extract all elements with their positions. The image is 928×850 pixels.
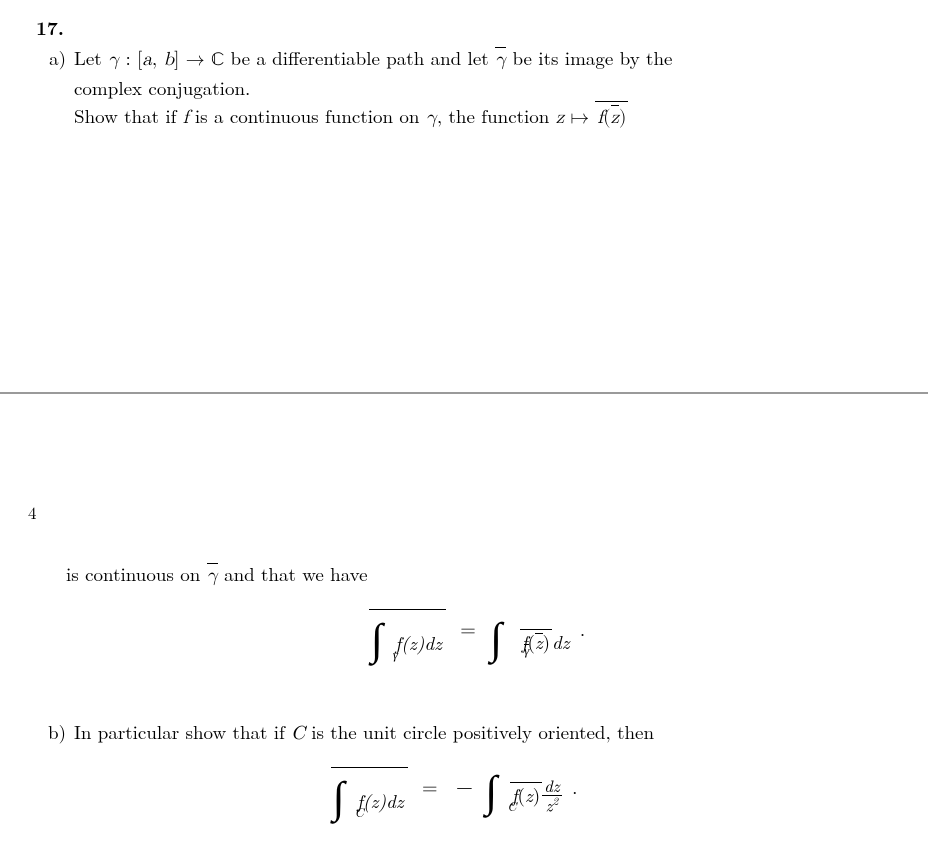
open: ( [603,108,610,127]
math-a: a [142,50,152,69]
math-mapsto: ↦ [564,108,595,127]
math-C: C [291,724,305,743]
text: , the function [437,102,556,129]
lhs-overlined-integral: ∫C f(z)dz [331,770,408,816]
text: be its image by the [506,44,672,71]
fzbar-over: f(z) [520,632,552,651]
lhs-overlined-integral: ∫γ f(z)dz [369,612,446,658]
rhs-integral: ∫γ f(z)dz [490,613,569,657]
integrand: f(z)dz [520,628,570,655]
text: be a differentiable path and let [224,44,495,71]
integrand: f(z)dz [395,629,442,656]
frac-den: z2 [542,796,562,815]
math-fzbar: f(z) [595,104,628,132]
integrand: f(z)dzz2 [510,781,562,808]
zbar: z [611,104,619,132]
math-gamma: γ [108,50,119,69]
text: is continuous on [66,560,207,587]
math-comma: , [152,50,164,69]
text: Let [74,44,108,71]
part-a-body: Let γ : [a, b] → ℂ be a differentiable p… [74,44,888,132]
part-b: b) In particular show that if C is the u… [20,718,888,748]
zbar: z [535,632,543,651]
eq-period: . [580,615,585,642]
page-rule [0,392,928,394]
equals: = [460,613,476,642]
text: and that we have [218,560,368,587]
fz-over: f(z) [510,785,542,804]
page: 17. a) Let γ : [a, b] → ℂ be a different… [0,0,928,850]
continuation-text: is continuous on γ and that we have [66,560,888,590]
text: In particular show that if [74,718,291,745]
close: ) [543,628,550,655]
close: ) [619,108,626,127]
rhs-integral: ∫C f(z)dzz2 [485,766,561,821]
open: ( [527,628,534,655]
continuation-block: is continuous on γ and that we have ∫γ f… [66,560,888,686]
part-a-label: a) [20,44,74,132]
math-b: b [163,50,174,69]
math-C: ℂ [211,51,224,70]
close: ) [533,781,540,808]
integral-sign: ∫γ [371,614,383,658]
text: is a continuous function on [189,102,426,129]
math-gamma: γ [426,108,437,127]
integral-sign: ∫C [485,766,497,810]
minus: − [456,770,473,801]
part-b-label: b) [20,718,74,748]
integral-sign: ∫γ [490,613,507,657]
part-a: a) Let γ : [a, b] → ℂ be a differentiabl… [20,44,888,132]
eq-period: . [572,773,577,800]
part-b-block: b) In particular show that if C is the u… [20,716,888,848]
equation-1: ∫γ f(z)dz = ∫γ f(z)dz . [66,612,888,658]
exercise-number: 17. [36,14,888,42]
equals: = [422,771,438,800]
integrand: f(z)dz [357,787,404,814]
fraction: dzz2 [542,777,562,814]
open: ( [518,781,525,808]
z: z [525,781,533,808]
page-number: 4 [28,500,37,525]
exercise-block: 17. a) Let γ : [a, b] → ℂ be a different… [20,14,888,131]
text: is the unit circle positively oriented, … [305,718,654,745]
text: Show that if [74,102,183,129]
math-gammabar: γ [495,46,506,74]
part-b-body: In particular show that if C is the unit… [74,718,888,748]
den-base: z [546,792,553,816]
text: complex conjugation. [74,74,250,101]
dz: dz [552,628,569,655]
math-gammabar: γ [207,562,218,590]
equation-2: ∫C f(z)dz = − ∫C f(z)dzz2 . [20,766,888,821]
math-bracket: : [ [119,50,142,69]
integral-sign: ∫C [333,772,345,816]
math-arrow: ] → [174,50,211,69]
den-exp: 2 [553,794,559,809]
math-z: z [556,108,564,127]
